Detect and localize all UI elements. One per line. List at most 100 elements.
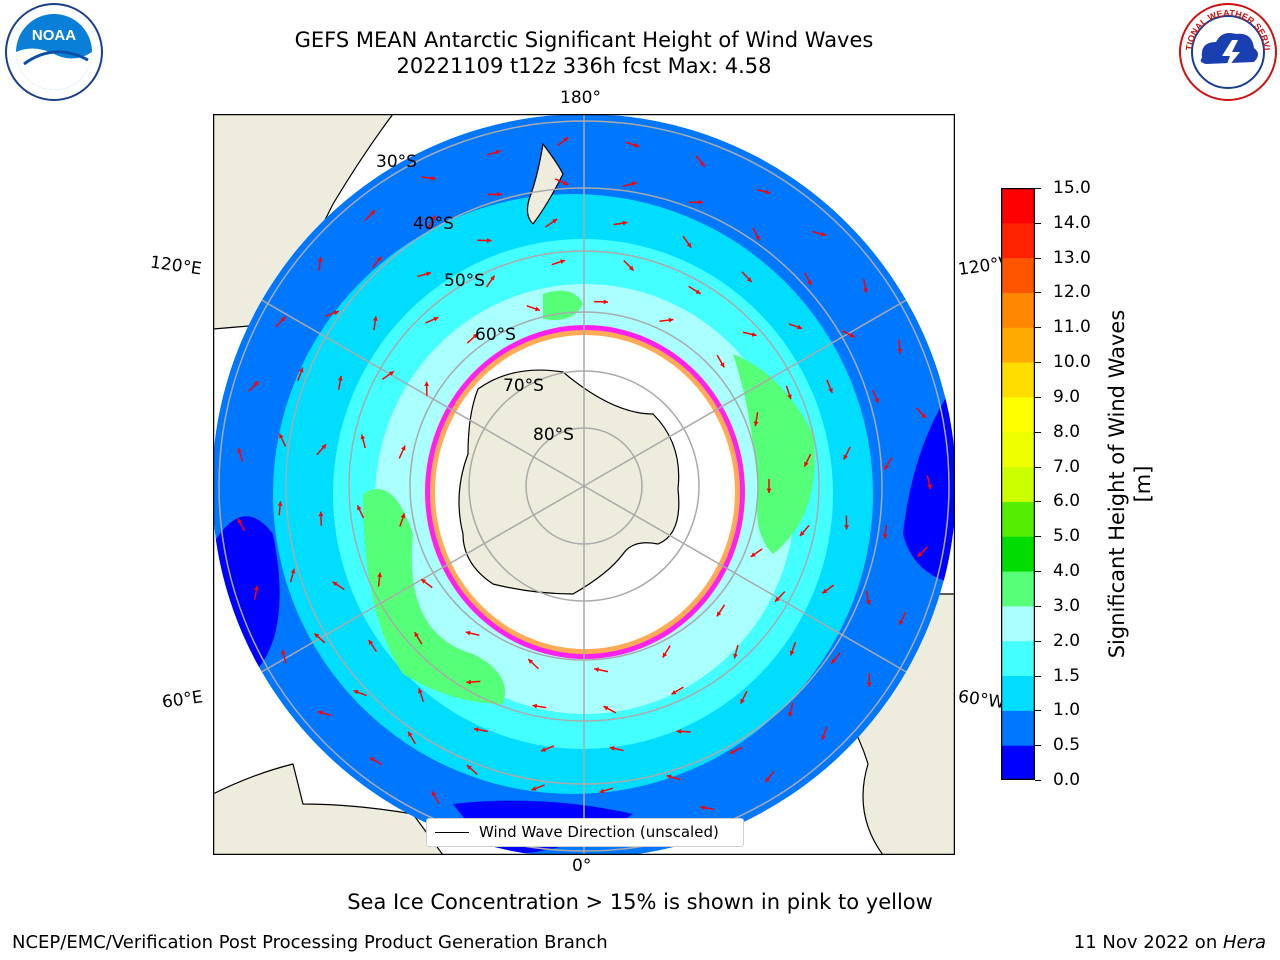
colorbar-tick-mark <box>1035 431 1041 433</box>
wind-wave-arrow-head <box>541 747 546 752</box>
wind-wave-arrow-head <box>431 215 436 221</box>
wind-wave-arrow-head <box>279 433 284 439</box>
wind-wave-arrow-head <box>897 349 903 354</box>
wind-wave-arrow-head <box>528 659 534 664</box>
lat-label-50s: 50°S <box>444 271 485 291</box>
wind-wave-arrow-head <box>631 181 637 187</box>
wind-wave-arrow-head <box>695 289 701 294</box>
wind-wave-arrow-head <box>822 588 828 594</box>
colorbar-segment <box>1001 292 1035 328</box>
colorbar-tick-mark <box>1035 396 1041 398</box>
colorbar-tick-mark <box>1035 501 1041 503</box>
wind-wave-arrow-head <box>563 137 569 142</box>
colorbar-tick-label: 3.0 <box>1053 595 1081 616</box>
wind-wave-arrow-head <box>321 444 327 450</box>
antarctica-land <box>458 369 680 595</box>
wind-wave-arrow-head <box>317 710 323 716</box>
lon-label-180: 180° <box>560 88 601 108</box>
wind-wave-arrow-head <box>700 161 705 167</box>
wind-wave-arrow-head <box>486 238 492 243</box>
colorbar-tick-mark <box>1035 605 1041 607</box>
colorbar-tick-label: 0.5 <box>1053 735 1081 756</box>
colorbar-segment <box>1001 466 1035 502</box>
colorbar-tick-label: 8.0 <box>1053 421 1081 442</box>
wind-wave-arrow-head <box>599 788 605 794</box>
legend-line-sample <box>435 832 469 833</box>
wind-wave-arrow-head <box>333 310 339 316</box>
wind-wave-arrow-head <box>634 142 640 148</box>
wind-wave-arrow-head <box>821 735 826 741</box>
wind-wave-arrow-head <box>563 180 569 186</box>
wind-wave-arrow-head <box>863 288 868 293</box>
wind-wave-arrow-head <box>765 777 770 783</box>
wind-wave-arrow-head <box>671 689 677 695</box>
colorbar-tick-mark <box>1035 675 1041 677</box>
colorbar-segment <box>1001 745 1035 780</box>
wind-wave-arrow-head <box>408 731 413 737</box>
colorbar-tick-mark <box>1035 188 1041 189</box>
wind-wave-arrow-head <box>917 552 923 557</box>
colorbar-label: Significant Height of Wind Waves [m] <box>1105 309 1155 659</box>
wind-wave-arrow-head <box>831 658 836 664</box>
wind-wave-arrow-head <box>899 619 904 625</box>
colorbar-tick-label: 5.0 <box>1053 526 1081 547</box>
lon-label-120e: 120°E <box>148 252 203 280</box>
wind-wave-arrow-head <box>535 306 541 312</box>
wind-wave-arrow-head <box>628 265 634 271</box>
wind-wave-arrow-head <box>666 774 672 780</box>
footer-date-text: 11 Nov 2022 on <box>1073 932 1223 953</box>
wind-wave-arrow-head <box>719 362 725 368</box>
colorbar-segment <box>1001 640 1035 677</box>
nws-logo: NATIONAL WEATHER SERVICE <box>1178 2 1277 101</box>
lat-label-80s: 80°S <box>533 425 574 445</box>
colorbar-segment <box>1001 675 1035 711</box>
wind-wave-arrow-head <box>281 649 286 655</box>
colorbar-tick-label: 1.0 <box>1053 700 1081 721</box>
wind-wave-arrow-head <box>372 316 378 321</box>
wind-wave-arrow-head <box>431 791 437 797</box>
wind-wave-arrow-head <box>603 299 609 305</box>
colorbar-tick-label: 7.0 <box>1053 456 1081 477</box>
wind-wave-arrow-head <box>318 511 324 517</box>
colorbar-tick-mark <box>1035 640 1041 642</box>
wind-wave-arrow-head <box>844 525 849 530</box>
colorbar <box>1001 188 1035 780</box>
wind-wave-arrow-head <box>314 633 320 639</box>
wind-wave-arrow-head <box>865 599 871 605</box>
wind-wave-arrow-head <box>686 242 692 248</box>
wind-wave-arrow-head <box>884 464 889 470</box>
wind-wave-arrow-head <box>277 501 283 506</box>
wind-wave-arrow-head <box>357 505 362 511</box>
colorbar-segment <box>1001 362 1035 398</box>
colorbar-tick-label: 1.5 <box>1053 665 1081 686</box>
wind-wave-arrow-head <box>843 454 848 460</box>
lat-label-60s: 60°S <box>475 325 516 345</box>
colorbar-tick-label: 10.0 <box>1053 352 1091 373</box>
colorbar-segment <box>1001 257 1035 293</box>
wind-wave-arrow-head <box>388 371 394 376</box>
colorbar-segment <box>1001 431 1035 468</box>
wind-wave-arrows <box>237 136 932 836</box>
wind-wave-arrow-head <box>254 585 259 591</box>
wind-wave-arrow-head <box>298 367 304 373</box>
graticule <box>213 114 955 855</box>
wind-wave-arrow-head <box>753 421 759 427</box>
colorbar-segment <box>1001 710 1035 746</box>
wind-wave-arrow-head <box>237 448 242 454</box>
wind-wave-arrow-head <box>376 256 382 262</box>
colorbar-tick-label: 6.0 <box>1053 491 1081 512</box>
wind-wave-arrow-head <box>337 375 343 381</box>
colorbar-tick-mark <box>1035 536 1041 538</box>
lat-label-70s: 70°S <box>503 376 544 396</box>
colorbar-segment <box>1001 536 1035 572</box>
footer-credit: NCEP/EMC/Verification Post Processing Pr… <box>12 932 608 953</box>
wind-wave-arrow-head <box>797 324 803 330</box>
wind-wave-arrow-head <box>290 568 296 574</box>
colorbar-segment <box>1001 605 1035 642</box>
wind-wave-arrow-head <box>368 639 374 645</box>
noaa-logo: NOAA <box>5 3 103 101</box>
colorbar-tick-mark <box>1035 745 1041 747</box>
legend-text: Wind Wave Direction (unscaled) <box>479 823 719 841</box>
wind-wave-arrow-head <box>882 534 888 539</box>
sea-ice-note: Sea Ice Concentration > 15% is shown in … <box>347 890 933 914</box>
